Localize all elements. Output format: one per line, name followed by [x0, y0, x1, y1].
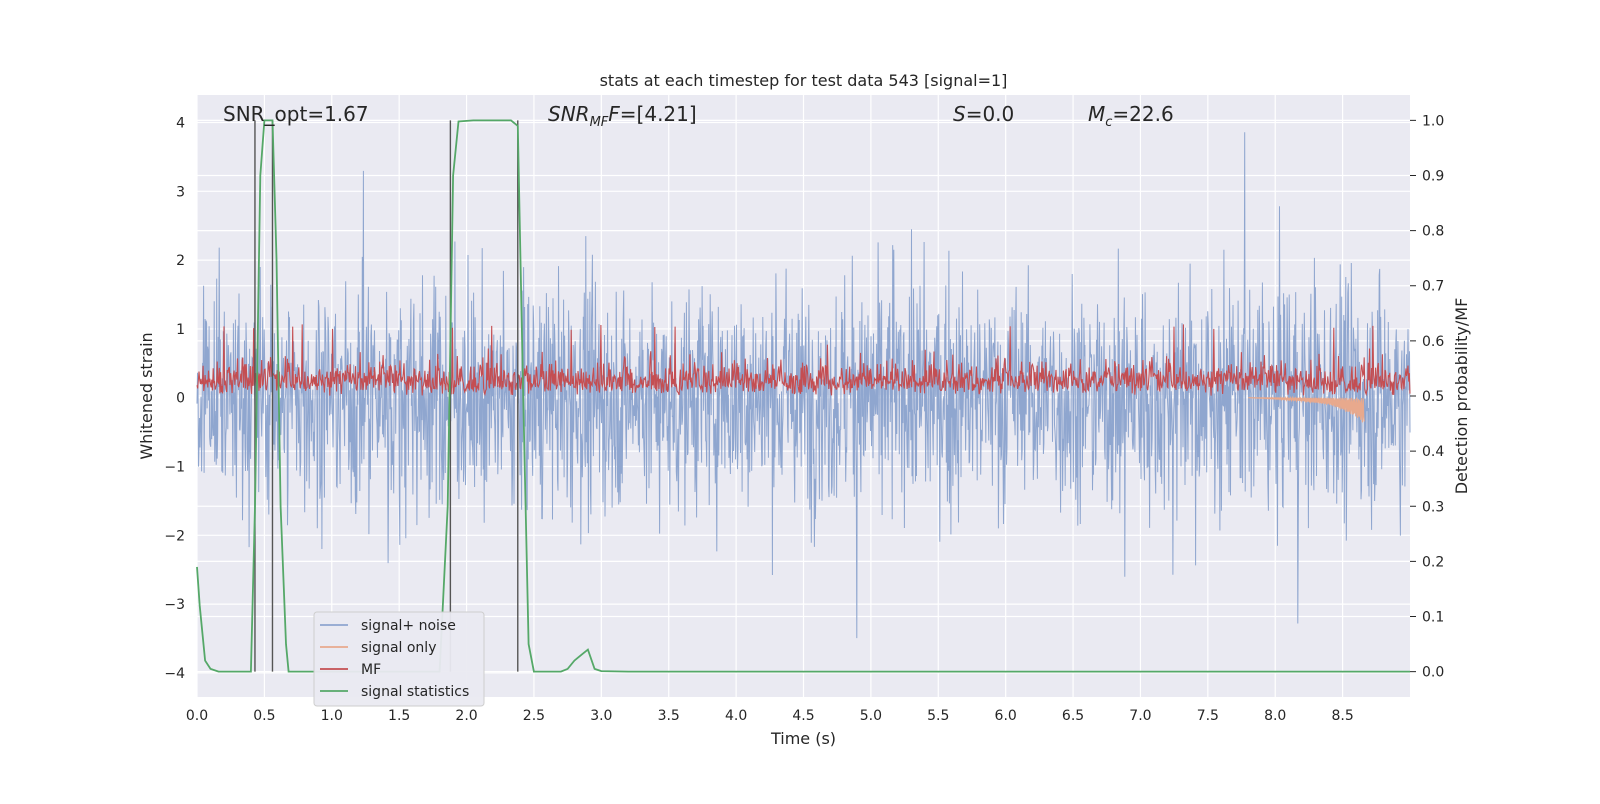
legend-label: signal+ noise — [361, 618, 456, 634]
y-tick-label-right: 0.3 — [1422, 499, 1444, 515]
x-tick-label: 8.0 — [1264, 708, 1286, 724]
y-axis-label-right: Detection probability/MF — [1452, 298, 1471, 495]
x-tick-label: 7.0 — [1129, 708, 1151, 724]
x-tick-label: 5.5 — [927, 708, 949, 724]
annotation-snr-mf-subscript: MF — [590, 115, 609, 130]
signal-only-line — [1248, 395, 1365, 423]
y-tick-label-right: 0.8 — [1422, 224, 1444, 240]
annotation-s-symbol: S — [953, 102, 966, 126]
x-tick-label: 1.0 — [321, 708, 343, 724]
annotation-mc-subscript: c — [1105, 115, 1112, 130]
mf-line — [196, 324, 1411, 397]
annotation-snr-mf-f: F — [608, 102, 620, 126]
x-tick-label: 2.0 — [455, 708, 477, 724]
x-tick-label: 1.5 — [388, 708, 410, 724]
x-tick-label: 8.5 — [1331, 708, 1353, 724]
annotation-snr-mf-value: =[4.21] — [620, 102, 697, 126]
x-axis-label: Time (s) — [770, 729, 836, 748]
y-tick-label-left: −4 — [164, 666, 185, 682]
x-tick-label: 7.5 — [1197, 708, 1219, 724]
y-tick-label-right: 0.7 — [1422, 279, 1444, 295]
chart-title: stats at each timestep for test data 543… — [600, 71, 1008, 90]
annotation-mc-value: =22.6 — [1112, 102, 1173, 126]
x-tick-label: 0.5 — [253, 708, 275, 724]
legend-label: signal only — [361, 640, 436, 656]
annotation-snr-mf: SNRMFF=[4.21] — [548, 102, 697, 130]
annotation-s: S=0.0 — [953, 102, 1014, 126]
legend: signal+ noise signal only MF signal statist… — [313, 611, 485, 707]
annotation-mc: Mc=22.6 — [1088, 102, 1174, 130]
x-tick-label: 6.5 — [1062, 708, 1084, 724]
annotation-snr-opt: SNR_opt=1.67 — [223, 102, 369, 126]
x-tick-label: 2.5 — [523, 708, 545, 724]
x-tick-label: 6.0 — [995, 708, 1017, 724]
x-tick-label: 3.0 — [590, 708, 612, 724]
x-tick-label: 3.5 — [658, 708, 680, 724]
x-tick-label: 4.5 — [792, 708, 814, 724]
mf-series — [196, 324, 1411, 397]
annotation-s-value: =0.0 — [966, 102, 1015, 126]
signal-only-series — [1248, 395, 1365, 423]
y-tick-label-left: 2 — [176, 253, 185, 269]
y-axis-label-left: Whitened strain — [137, 332, 156, 459]
y-tick-label-right: 0.5 — [1422, 389, 1444, 405]
x-tick-label: 5.0 — [860, 708, 882, 724]
annotation-mc-symbol: M — [1088, 102, 1105, 126]
signal-statistics-line — [196, 119, 1410, 673]
y-tick-label-right: 1.0 — [1422, 113, 1444, 129]
x-tick-label: 0.0 — [186, 708, 208, 724]
y-tick-label-left: −1 — [164, 460, 185, 476]
y-tick-label-left: 3 — [176, 184, 185, 200]
y-tick-label-right: 0.6 — [1422, 334, 1444, 350]
y-tick-label-left: 4 — [176, 116, 185, 132]
legend-label: signal statistics — [361, 684, 469, 700]
y-tick-label-right: 0.0 — [1422, 665, 1444, 681]
x-tick-label: 4.0 — [725, 708, 747, 724]
y-tick-label-right: 0.9 — [1422, 168, 1444, 184]
y-tick-label-right: 0.1 — [1422, 610, 1444, 626]
signal-statistics-series — [196, 119, 1410, 673]
legend-box — [313, 611, 485, 707]
y-tick-label-left: −3 — [164, 597, 185, 613]
y-tick-label-left: 0 — [176, 391, 185, 407]
signal-noise-series — [196, 132, 1411, 639]
y-tick-label-right: 0.2 — [1422, 554, 1444, 570]
annotation-snr-mf-symbol: SNR — [548, 102, 590, 126]
y-tick-label-right: 0.4 — [1422, 444, 1444, 460]
ticks: 0.0 0.5 1.0 1.5 2.0 2.5 3.0 3.5 4.0 4.5 5.0 5.5 6.0 6… — [164, 113, 1444, 724]
legend-label: MF — [361, 662, 381, 678]
signal-noise-line — [196, 132, 1411, 639]
y-tick-label-left: 1 — [176, 322, 185, 338]
y-tick-label-left: −2 — [164, 528, 185, 544]
